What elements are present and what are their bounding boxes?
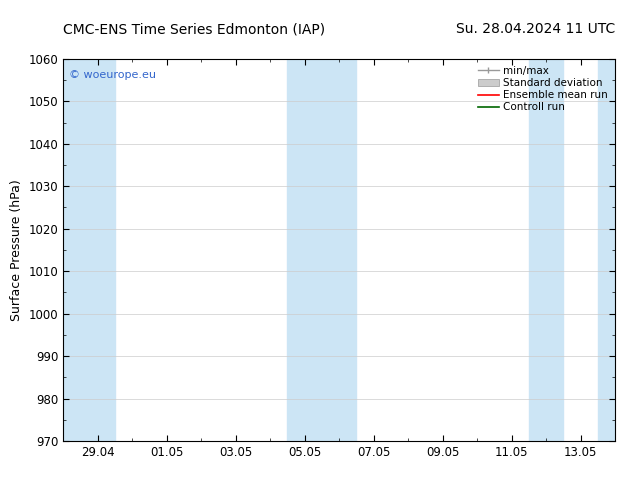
Text: CMC-ENS Time Series Edmonton (IAP): CMC-ENS Time Series Edmonton (IAP) [63, 22, 325, 36]
Bar [529, 59, 563, 441]
Bar [63, 59, 115, 441]
Legend: min/max, Standard deviation, Ensemble mean run, Controll run: min/max, Standard deviation, Ensemble me… [476, 64, 610, 115]
Bar [598, 59, 615, 441]
Text: Su. 28.04.2024 11 UTC: Su. 28.04.2024 11 UTC [456, 22, 615, 36]
Y-axis label: Surface Pressure (hPa): Surface Pressure (hPa) [10, 179, 23, 321]
Text: © woeurope.eu: © woeurope.eu [69, 70, 156, 80]
Bar [287, 59, 356, 441]
